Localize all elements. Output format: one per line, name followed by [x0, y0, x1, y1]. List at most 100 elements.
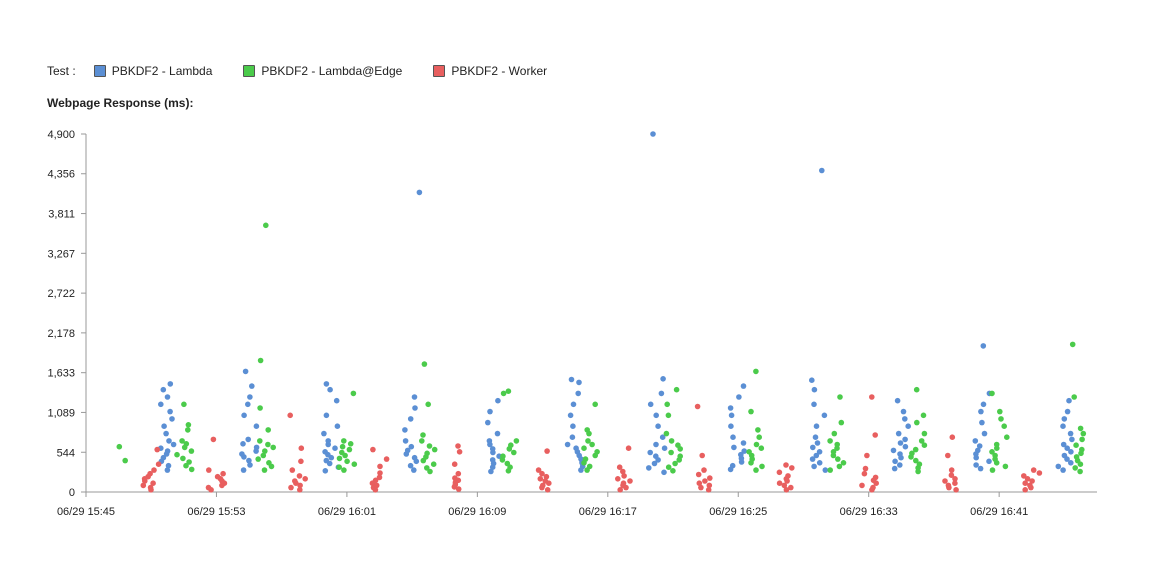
data-point-pbkdf2-lambda-edge[interactable]: [913, 457, 919, 464]
data-point-pbkdf2-lambda[interactable]: [164, 394, 171, 400]
data-point-pbkdf2-lambda[interactable]: [977, 465, 984, 472]
data-point-pbkdf2-worker[interactable]: [205, 484, 212, 491]
data-point-pbkdf2-lambda-edge[interactable]: [663, 430, 670, 437]
data-point-pbkdf2-lambda-edge[interactable]: [673, 386, 680, 393]
data-point-pbkdf2-worker[interactable]: [206, 467, 212, 473]
data-point-pbkdf2-lambda[interactable]: [332, 445, 338, 452]
data-point-pbkdf2-lambda-edge[interactable]: [827, 438, 833, 444]
data-point-pbkdf2-lambda-edge[interactable]: [174, 451, 180, 458]
data-point-pbkdf2-lambda-edge[interactable]: [336, 464, 343, 471]
data-point-pbkdf2-lambda[interactable]: [894, 397, 901, 404]
data-point-pbkdf2-lambda[interactable]: [810, 444, 816, 451]
data-point-pbkdf2-lambda-edge[interactable]: [1073, 454, 1080, 460]
data-point-pbkdf2-lambda[interactable]: [740, 383, 747, 389]
data-point-pbkdf2-lambda[interactable]: [972, 438, 979, 444]
data-point-pbkdf2-lambda-edge[interactable]: [756, 434, 762, 441]
data-point-pbkdf2-lambda[interactable]: [897, 440, 904, 446]
data-point-pbkdf2-worker[interactable]: [952, 480, 958, 487]
data-point-pbkdf2-worker[interactable]: [297, 482, 303, 489]
data-point-pbkdf2-lambda[interactable]: [160, 386, 167, 393]
data-point-pbkdf2-lambda-edge[interactable]: [504, 460, 511, 467]
data-point-pbkdf2-lambda[interactable]: [167, 408, 173, 415]
data-point-pbkdf2-lambda-edge[interactable]: [758, 445, 765, 452]
data-point-pbkdf2-lambda-edge[interactable]: [913, 386, 920, 393]
data-point-pbkdf2-lambda-edge[interactable]: [1004, 434, 1010, 441]
data-point-pbkdf2-lambda[interactable]: [978, 408, 984, 415]
data-point-pbkdf2-worker[interactable]: [620, 468, 626, 475]
data-point-pbkdf2-worker[interactable]: [451, 461, 458, 468]
data-point-pbkdf2-lambda[interactable]: [245, 401, 251, 408]
data-point-pbkdf2-lambda-edge[interactable]: [840, 460, 847, 466]
data-point-pbkdf2-worker[interactable]: [776, 480, 783, 487]
data-point-pbkdf2-worker[interactable]: [370, 446, 376, 453]
data-point-pbkdf2-lambda[interactable]: [494, 430, 501, 437]
data-point-pbkdf2-lambda[interactable]: [653, 412, 659, 419]
data-point-pbkdf2-lambda-edge[interactable]: [759, 463, 765, 470]
data-point-pbkdf2-lambda[interactable]: [897, 451, 903, 457]
data-point-pbkdf2-lambda-edge[interactable]: [188, 466, 195, 473]
data-point-pbkdf2-worker[interactable]: [150, 480, 156, 487]
data-point-pbkdf2-lambda[interactable]: [653, 441, 659, 448]
data-point-pbkdf2-lambda[interactable]: [1061, 452, 1068, 459]
data-point-pbkdf2-lambda-edge[interactable]: [430, 461, 437, 468]
data-point-pbkdf2-lambda[interactable]: [902, 436, 908, 443]
data-point-pbkdf2-lambda[interactable]: [661, 469, 667, 476]
data-point-pbkdf2-lambda[interactable]: [486, 438, 493, 444]
data-point-pbkdf2-worker[interactable]: [372, 477, 379, 484]
data-point-pbkdf2-lambda[interactable]: [1067, 430, 1074, 437]
data-point-pbkdf2-worker[interactable]: [776, 469, 783, 476]
data-point-pbkdf2-lambda-edge[interactable]: [836, 463, 843, 470]
data-point-pbkdf2-lambda[interactable]: [1064, 445, 1070, 452]
data-point-pbkdf2-lambda[interactable]: [809, 456, 816, 462]
data-point-pbkdf2-worker[interactable]: [864, 452, 870, 459]
data-point-pbkdf2-lambda[interactable]: [411, 454, 418, 461]
data-point-pbkdf2-lambda[interactable]: [240, 441, 246, 447]
data-point-pbkdf2-worker[interactable]: [705, 487, 712, 493]
data-point-pbkdf2-lambda-edge[interactable]: [266, 460, 272, 466]
data-point-pbkdf2-lambda-edge[interactable]: [350, 390, 357, 397]
data-point-pbkdf2-lambda[interactable]: [407, 462, 414, 469]
data-point-pbkdf2-lambda[interactable]: [1055, 463, 1062, 470]
data-point-pbkdf2-lambda[interactable]: [323, 457, 330, 464]
data-point-pbkdf2-lambda[interactable]: [975, 447, 981, 454]
data-point-pbkdf2-worker[interactable]: [147, 470, 153, 477]
data-point-pbkdf2-lambda-edge[interactable]: [912, 446, 919, 453]
data-point-pbkdf2-lambda-edge[interactable]: [746, 449, 752, 455]
data-point-pbkdf2-lambda-edge[interactable]: [834, 441, 840, 448]
data-point-pbkdf2-worker[interactable]: [616, 464, 623, 471]
data-point-pbkdf2-lambda[interactable]: [404, 447, 411, 454]
data-point-pbkdf2-worker[interactable]: [694, 403, 701, 410]
data-point-pbkdf2-worker[interactable]: [702, 478, 708, 484]
data-point-pbkdf2-lambda-edge[interactable]: [838, 419, 845, 426]
data-point-pbkdf2-lambda-edge[interactable]: [585, 438, 591, 444]
data-point-pbkdf2-lambda[interactable]: [821, 412, 828, 419]
data-point-pbkdf2-lambda[interactable]: [411, 394, 418, 400]
data-point-pbkdf2-lambda-edge[interactable]: [116, 443, 123, 450]
data-point-pbkdf2-worker[interactable]: [289, 467, 296, 473]
data-point-pbkdf2-worker[interactable]: [373, 482, 380, 489]
data-point-pbkdf2-lambda[interactable]: [659, 434, 666, 441]
data-point-pbkdf2-lambda[interactable]: [487, 408, 493, 415]
data-point-pbkdf2-lambda[interactable]: [980, 401, 987, 408]
data-point-pbkdf2-lambda[interactable]: [979, 419, 985, 426]
data-point-pbkdf2-lambda-edge[interactable]: [1002, 463, 1009, 470]
data-point-pbkdf2-lambda-edge[interactable]: [582, 456, 589, 462]
data-point-pbkdf2-lambda-edge[interactable]: [351, 461, 358, 468]
data-point-pbkdf2-lambda-edge[interactable]: [586, 463, 593, 470]
data-point-pbkdf2-lambda[interactable]: [242, 368, 249, 375]
data-point-pbkdf2-lambda-edge[interactable]: [753, 368, 759, 375]
data-point-pbkdf2-lambda-edge[interactable]: [909, 450, 915, 457]
data-point-pbkdf2-lambda-edge[interactable]: [916, 461, 923, 468]
data-point-pbkdf2-lambda-edge[interactable]: [179, 438, 185, 444]
data-point-pbkdf2-lambda-edge[interactable]: [421, 361, 428, 367]
data-point-pbkdf2-lambda[interactable]: [169, 416, 175, 422]
data-point-pbkdf2-worker[interactable]: [788, 484, 794, 491]
legend-item-worker[interactable]: PBKDF2 - Worker: [433, 64, 547, 78]
data-point-pbkdf2-lambda-edge[interactable]: [993, 441, 1000, 448]
data-point-pbkdf2-lambda-edge[interactable]: [255, 456, 261, 462]
data-point-pbkdf2-lambda-edge[interactable]: [753, 467, 759, 473]
data-point-pbkdf2-lambda-edge[interactable]: [257, 357, 264, 364]
data-point-pbkdf2-lambda[interactable]: [811, 401, 817, 408]
data-point-pbkdf2-lambda[interactable]: [564, 441, 571, 448]
data-point-pbkdf2-worker[interactable]: [147, 484, 154, 491]
